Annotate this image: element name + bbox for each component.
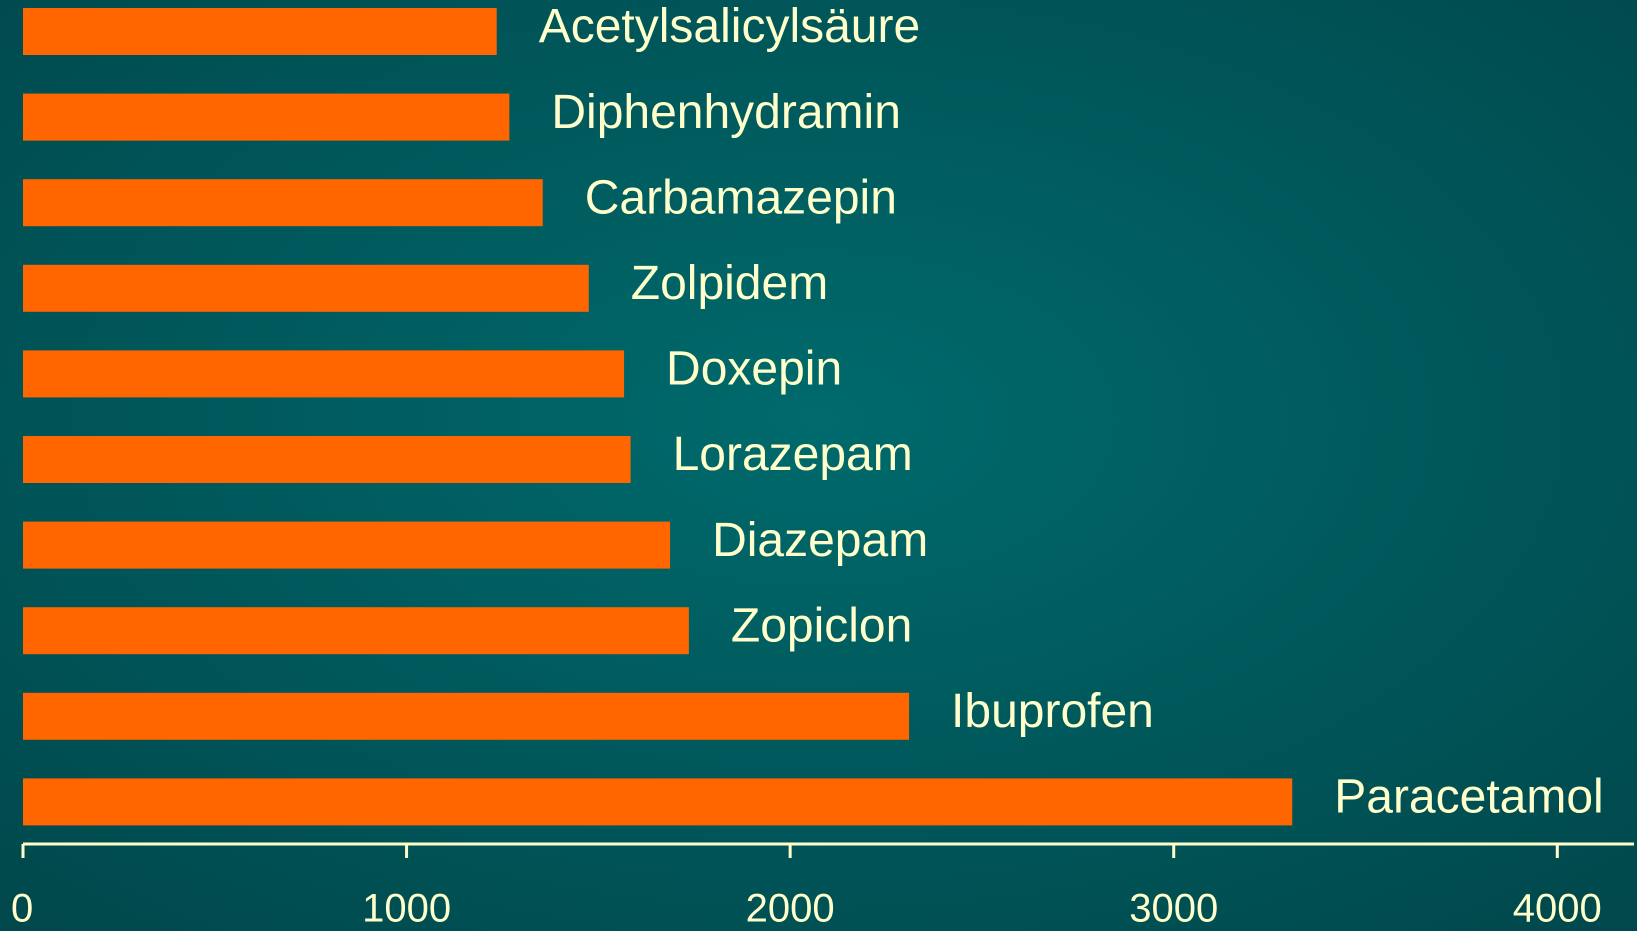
x-tick-label: 1000: [362, 887, 451, 931]
category-label: Lorazepam: [673, 428, 913, 481]
bar: [23, 350, 625, 398]
category-label: Zopiclon: [731, 599, 912, 652]
bar: [23, 436, 631, 483]
bar: [23, 778, 1293, 826]
x-tick-label: 0: [11, 887, 33, 931]
category-label: Doxepin: [666, 343, 842, 396]
category-label: Zolpidem: [631, 257, 828, 310]
category-label: Diazepam: [712, 514, 928, 567]
category-label: Acetylsalicylsäure: [539, 0, 920, 53]
bar: [23, 607, 689, 655]
category-label: Carbamazepin: [585, 171, 897, 224]
bar: [23, 93, 510, 141]
category-label: Diphenhydramin: [551, 86, 901, 139]
bar: [23, 8, 497, 55]
category-label: Ibuprofen: [951, 685, 1154, 738]
x-tick-label: 4000: [1513, 887, 1602, 931]
x-tick-label: 2000: [746, 887, 835, 931]
bar: [23, 264, 589, 312]
bar: [23, 692, 910, 740]
bar: [23, 521, 671, 569]
bar: [23, 179, 543, 227]
category-label: Paracetamol: [1334, 771, 1603, 824]
x-tick-label: 3000: [1129, 887, 1218, 931]
